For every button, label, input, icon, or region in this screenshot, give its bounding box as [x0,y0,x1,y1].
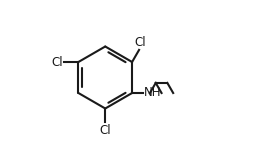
Text: Cl: Cl [52,55,63,69]
Text: Cl: Cl [134,36,146,49]
Text: Cl: Cl [99,124,111,137]
Text: NH: NH [144,86,161,100]
